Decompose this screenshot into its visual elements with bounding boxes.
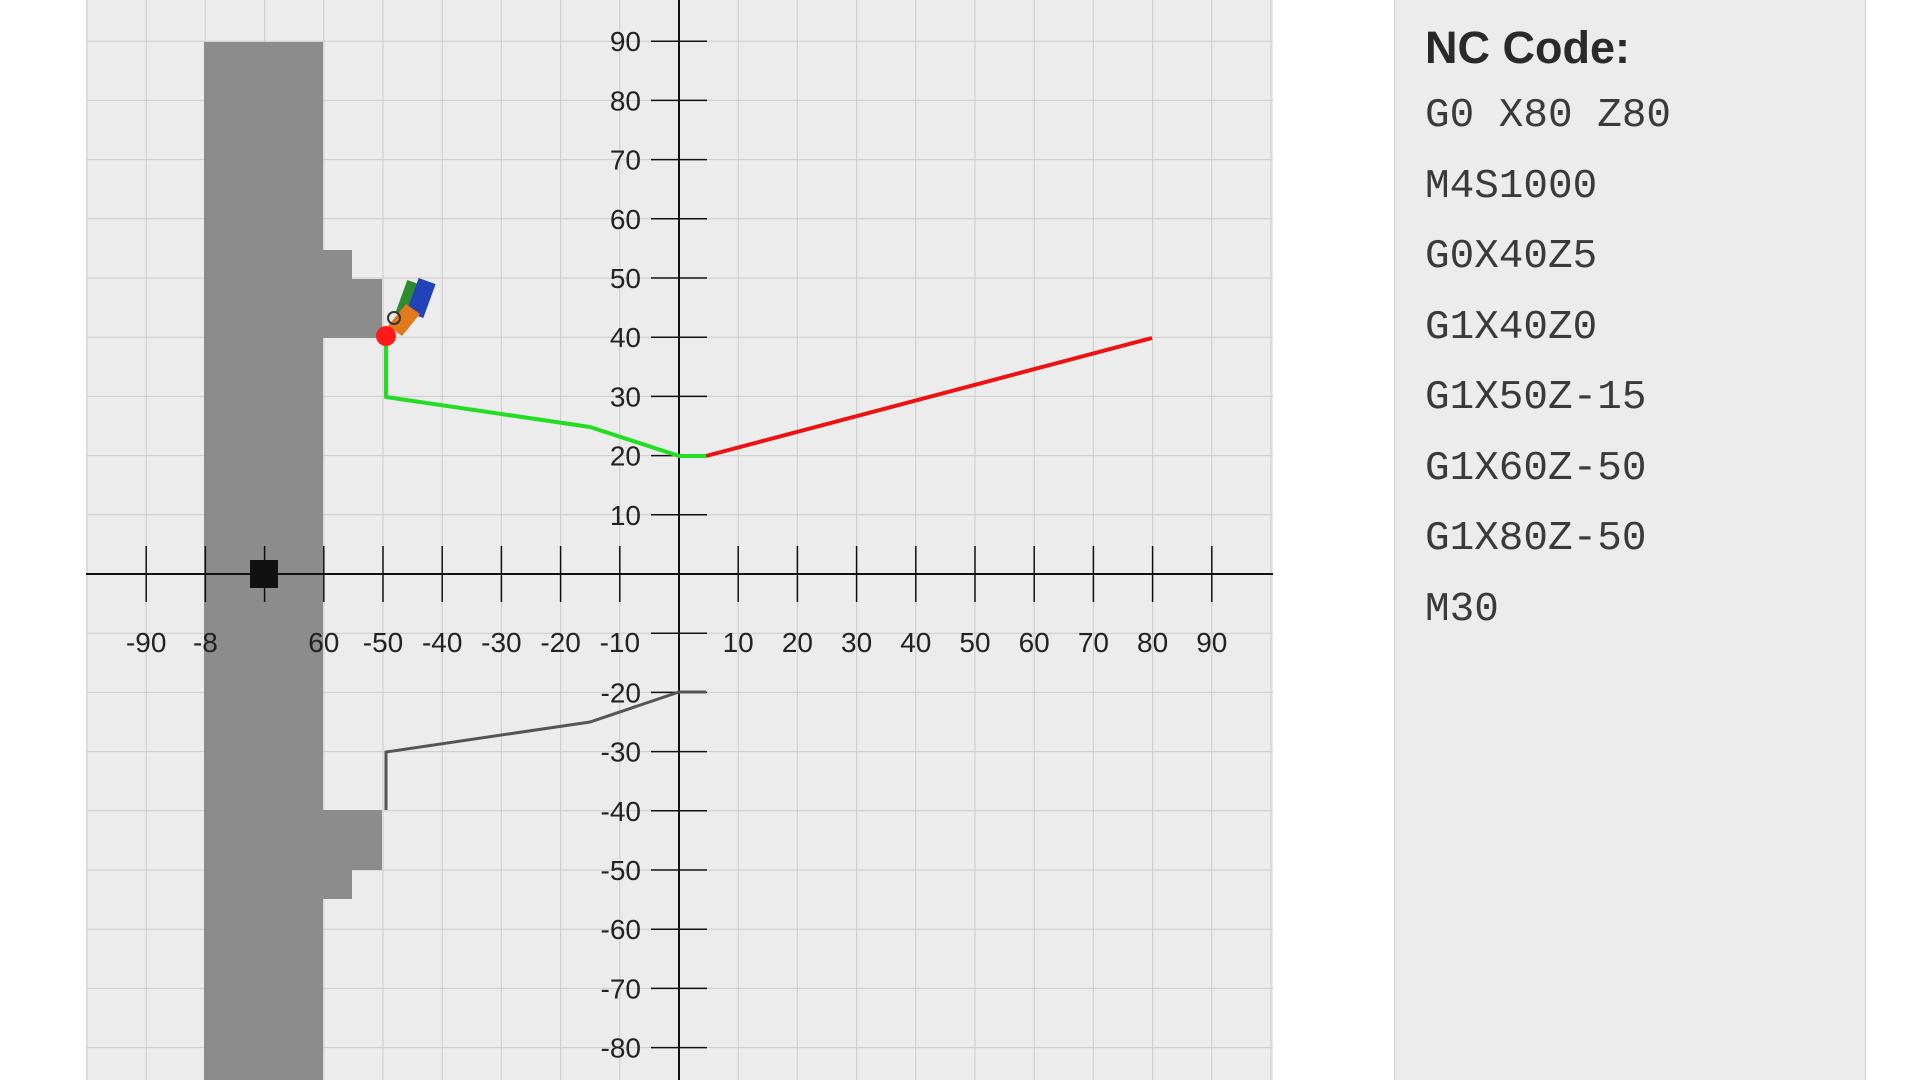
y-tick-label: 60: [610, 204, 641, 235]
nc-code-line: G1X40Z0: [1425, 304, 1598, 351]
x-tick-label: 80: [1137, 627, 1168, 658]
x-tick-label: -8: [193, 627, 218, 658]
y-tick-label: 10: [610, 500, 641, 531]
x-tick-label: 70: [1078, 627, 1109, 658]
y-tick-label: -60: [601, 914, 641, 945]
simulation-canvas[interactable]: -90 -8 60 -50 -40 -30 -20 -10 10 20 30 40 50 60 70 80 90…: [86, 0, 1273, 1080]
y-tick-label: 80: [610, 85, 641, 116]
x-tick-label: 30: [841, 627, 872, 658]
y-tick-label: -30: [601, 737, 641, 768]
y-tick-label: -20: [601, 677, 641, 708]
y-tick-label: 50: [610, 263, 641, 294]
x-tick-label: 60: [308, 627, 339, 658]
y-tick-label: 40: [610, 322, 641, 353]
x-tick-label: -30: [481, 627, 521, 658]
y-tick-label: 20: [610, 441, 641, 472]
nc-code-line: G0 X80 Z80: [1425, 93, 1672, 139]
lower-profile-path: [384, 690, 706, 810]
cut-path: [384, 336, 706, 458]
y-tick-label: 30: [610, 381, 641, 412]
y-tick-label: -40: [601, 796, 641, 827]
tool-tip-point: [376, 326, 396, 346]
x-tick-label: 40: [900, 627, 931, 658]
chuck-marker: [250, 560, 278, 588]
nc-code-line: G1X80Z-50: [1425, 516, 1647, 562]
workpiece-stock: [204, 42, 382, 1080]
x-tick-label: -10: [600, 627, 640, 658]
x-tick-label: 20: [782, 627, 813, 658]
lathe-tool-icon: [387, 278, 436, 336]
nc-code-line: M4S1000: [1425, 163, 1598, 210]
axis-labels: -90 -8 60 -50 -40 -30 -20 -10 10 20 30 40 50 60 70 80 90…: [126, 26, 1227, 1063]
x-tick-label: 60: [1019, 627, 1050, 658]
nc-code-line: G1X50Z-15: [1425, 375, 1647, 421]
y-tick-label: -50: [601, 855, 641, 886]
toolpath-plot[interactable]: -90 -8 60 -50 -40 -30 -20 -10 10 20 30 40 50 60 70 80 90…: [86, 0, 1273, 1080]
x-tick-label: -20: [540, 627, 580, 658]
x-tick-label: -90: [126, 627, 166, 658]
x-tick-label: -50: [363, 627, 403, 658]
axis-ticks: [145, 40, 1213, 1049]
y-tick-label: -70: [601, 973, 641, 1004]
y-tick-label: 90: [610, 26, 641, 57]
y-tick-label: 70: [610, 145, 641, 176]
nc-code-line: M30: [1425, 586, 1499, 633]
nc-code-list: G0 X80 Z80 M4S1000 G0X40Z5 G1X40Z0 G1X50Z-15…: [1425, 88, 1671, 652]
x-tick-label: -40: [422, 627, 462, 658]
nc-code-panel: NC Code: G0 X80 Z80 M4S1000 G0X40Z5 G1X40Z0…: [1394, 0, 1866, 1080]
nc-code-line: G1X60Z-50: [1425, 445, 1647, 492]
nc-code-line: G0X40Z5: [1425, 234, 1598, 280]
rapid-move-path: [705, 336, 1153, 458]
nc-code-title: NC Code:: [1425, 22, 1630, 73]
x-tick-label: 50: [959, 627, 990, 658]
x-tick-label: 10: [723, 627, 754, 658]
y-tick-label: -80: [601, 1033, 641, 1064]
x-tick-label: 90: [1196, 627, 1227, 658]
